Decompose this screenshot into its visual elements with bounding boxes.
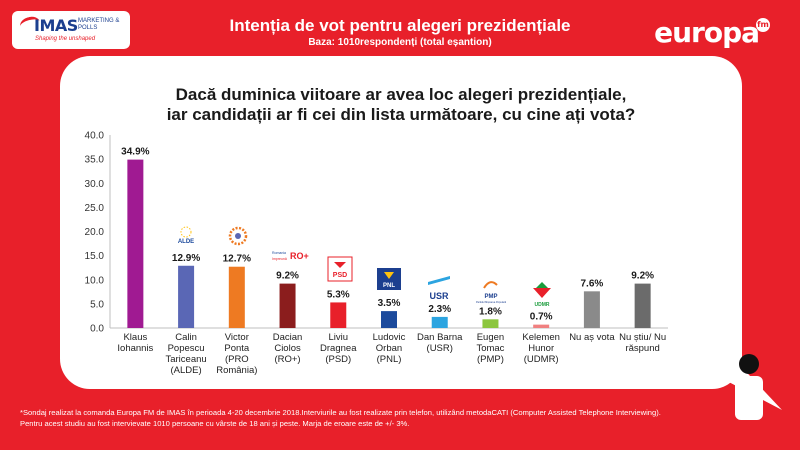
x-category-label: (USR): [427, 343, 453, 354]
psd-logo-text: PSD: [333, 272, 347, 279]
udmr-logo: UDMR: [533, 282, 551, 308]
y-tick-label: 10.0: [85, 275, 105, 286]
bar: [482, 319, 499, 328]
y-tick-label: 30.0: [85, 179, 105, 190]
data-label: 9.2%: [631, 271, 654, 282]
usr-logo-text: USR: [429, 291, 449, 301]
x-category-label: (PNL): [377, 354, 402, 365]
bar: [127, 159, 144, 328]
data-label: 1.8%: [479, 306, 502, 317]
usr-logo: USR: [428, 276, 450, 301]
x-category-label: (PRO: [225, 354, 249, 365]
ro-plus-sub-1: Romania: [272, 251, 286, 255]
x-category-label: Ponta: [224, 343, 250, 354]
x-category-label: Victor: [225, 332, 249, 343]
x-category-label: Dan Barna: [417, 332, 463, 343]
speech-bubble: [60, 56, 742, 389]
alde-logo: ALDE: [178, 226, 194, 245]
pmp-logo-text: PMP: [484, 294, 497, 300]
x-category-label: Tomac: [476, 343, 504, 354]
bar: [228, 266, 245, 328]
x-category-label: Calin: [175, 332, 197, 343]
x-category-label: Eugen: [477, 332, 504, 343]
x-category-label: Ludovic: [373, 332, 406, 343]
x-category-label: (PSD): [325, 354, 351, 365]
pmp-logo: PMP Partidul Mișcarea Populară: [476, 281, 507, 304]
x-category-label: Dragnea: [320, 343, 357, 354]
bar: [533, 324, 550, 328]
x-category-label: Tariceanu: [165, 354, 206, 365]
sample-base: Baza: 1010respondenți (total eșantion): [308, 37, 492, 48]
europa-fm-logo: europafm: [654, 16, 770, 49]
fm-badge: fm: [756, 18, 770, 32]
person-figure: [735, 354, 763, 420]
data-label: 12.7%: [223, 254, 251, 265]
page-title: Intenția de vot pentru alegeri prezidenț…: [229, 16, 571, 35]
x-category-label: Kelemen: [522, 332, 560, 343]
pnl-logo-text: PNL: [383, 283, 395, 289]
pnl-logo: PNL: [377, 268, 401, 290]
question-line-1: Dacă duminica viitoare ar avea loc alege…: [175, 85, 627, 104]
bar: [583, 291, 600, 328]
x-category-label: Iohannis: [117, 343, 153, 354]
bar: [381, 311, 397, 328]
imas-tagline: Shaping the unshaped: [35, 36, 96, 42]
x-category-label: Dacian: [273, 332, 303, 343]
y-tick-label: 25.0: [85, 203, 105, 214]
bar: [634, 283, 651, 328]
udmr-logo-text: UDMR: [535, 302, 550, 308]
survey-question: Dacă duminica viitoare ar avea loc alege…: [60, 85, 742, 125]
data-label: 34.9%: [121, 147, 149, 158]
pmp-logo-sub: Partidul Mișcarea Populară: [476, 301, 507, 304]
europa-logo-text: europa: [654, 16, 760, 49]
x-category-label: (ALDE): [171, 365, 202, 376]
x-category-label: Nu aș vota: [569, 332, 615, 343]
bar: [279, 283, 296, 328]
data-label: 2.3%: [428, 304, 451, 315]
data-label: 0.7%: [530, 312, 553, 323]
data-label: 5.3%: [327, 289, 350, 300]
x-category-label: Orban: [376, 343, 402, 354]
x-category-label: România): [216, 365, 257, 376]
x-category-label: Ciolos: [274, 343, 301, 354]
x-category-label: Popescu: [168, 343, 205, 354]
x-category-label: (UDMR): [524, 354, 559, 365]
x-category-label: (PMP): [477, 354, 504, 365]
alde-logo-text: ALDE: [178, 239, 194, 245]
x-category-label: Nu știu/ Nu: [619, 332, 666, 343]
psd-logo: PSD: [327, 256, 353, 282]
ro-plus-logo-text: RO+: [290, 251, 309, 261]
y-tick-label: 40.0: [85, 131, 105, 142]
x-category-label: Klaus: [123, 332, 147, 343]
x-category-label: (RO+): [274, 354, 300, 365]
x-category-label: răspund: [625, 343, 659, 354]
bar: [330, 302, 347, 328]
data-label: 12.9%: [172, 253, 200, 264]
y-tick-label: 20.0: [85, 227, 105, 238]
question-line-2: iar candidații ar fi cei din lista următ…: [166, 105, 636, 124]
imas-logo-sub: MARKETING & POLLS: [78, 18, 120, 31]
data-label: 7.6%: [581, 278, 604, 289]
footnote: *Sondaj realizat la comanda Europa FM de…: [20, 407, 720, 429]
y-tick-label: 35.0: [85, 155, 105, 166]
pro-romania-logo: [228, 226, 248, 246]
party-logos: ALDE Romania Impreună RO+ PSD PNL USR: [178, 226, 551, 308]
footnote-line-1: *Sondaj realizat la comanda Europa FM de…: [20, 408, 661, 417]
ro-plus-sub-2: Impreună: [272, 257, 287, 261]
y-tick-label: 5.0: [90, 299, 104, 310]
data-label: 9.2%: [276, 271, 299, 282]
imas-logo: IMAS MARKETING & POLLS Shaping the unsha…: [12, 11, 130, 49]
ro-plus-logo: Romania Impreună RO+: [272, 251, 309, 261]
y-tick-label: 15.0: [85, 251, 105, 262]
data-label: 3.5%: [378, 298, 401, 309]
y-tick-label: 0.0: [90, 324, 104, 335]
bar: [178, 265, 195, 328]
x-category-label: Liviu: [328, 332, 348, 343]
imas-logo-text: IMAS: [34, 16, 78, 35]
bar: [431, 316, 448, 328]
x-category-label: Hunor: [528, 343, 554, 354]
footnote-line-2: Pentru acest studiu au fost intervievate…: [20, 419, 410, 428]
